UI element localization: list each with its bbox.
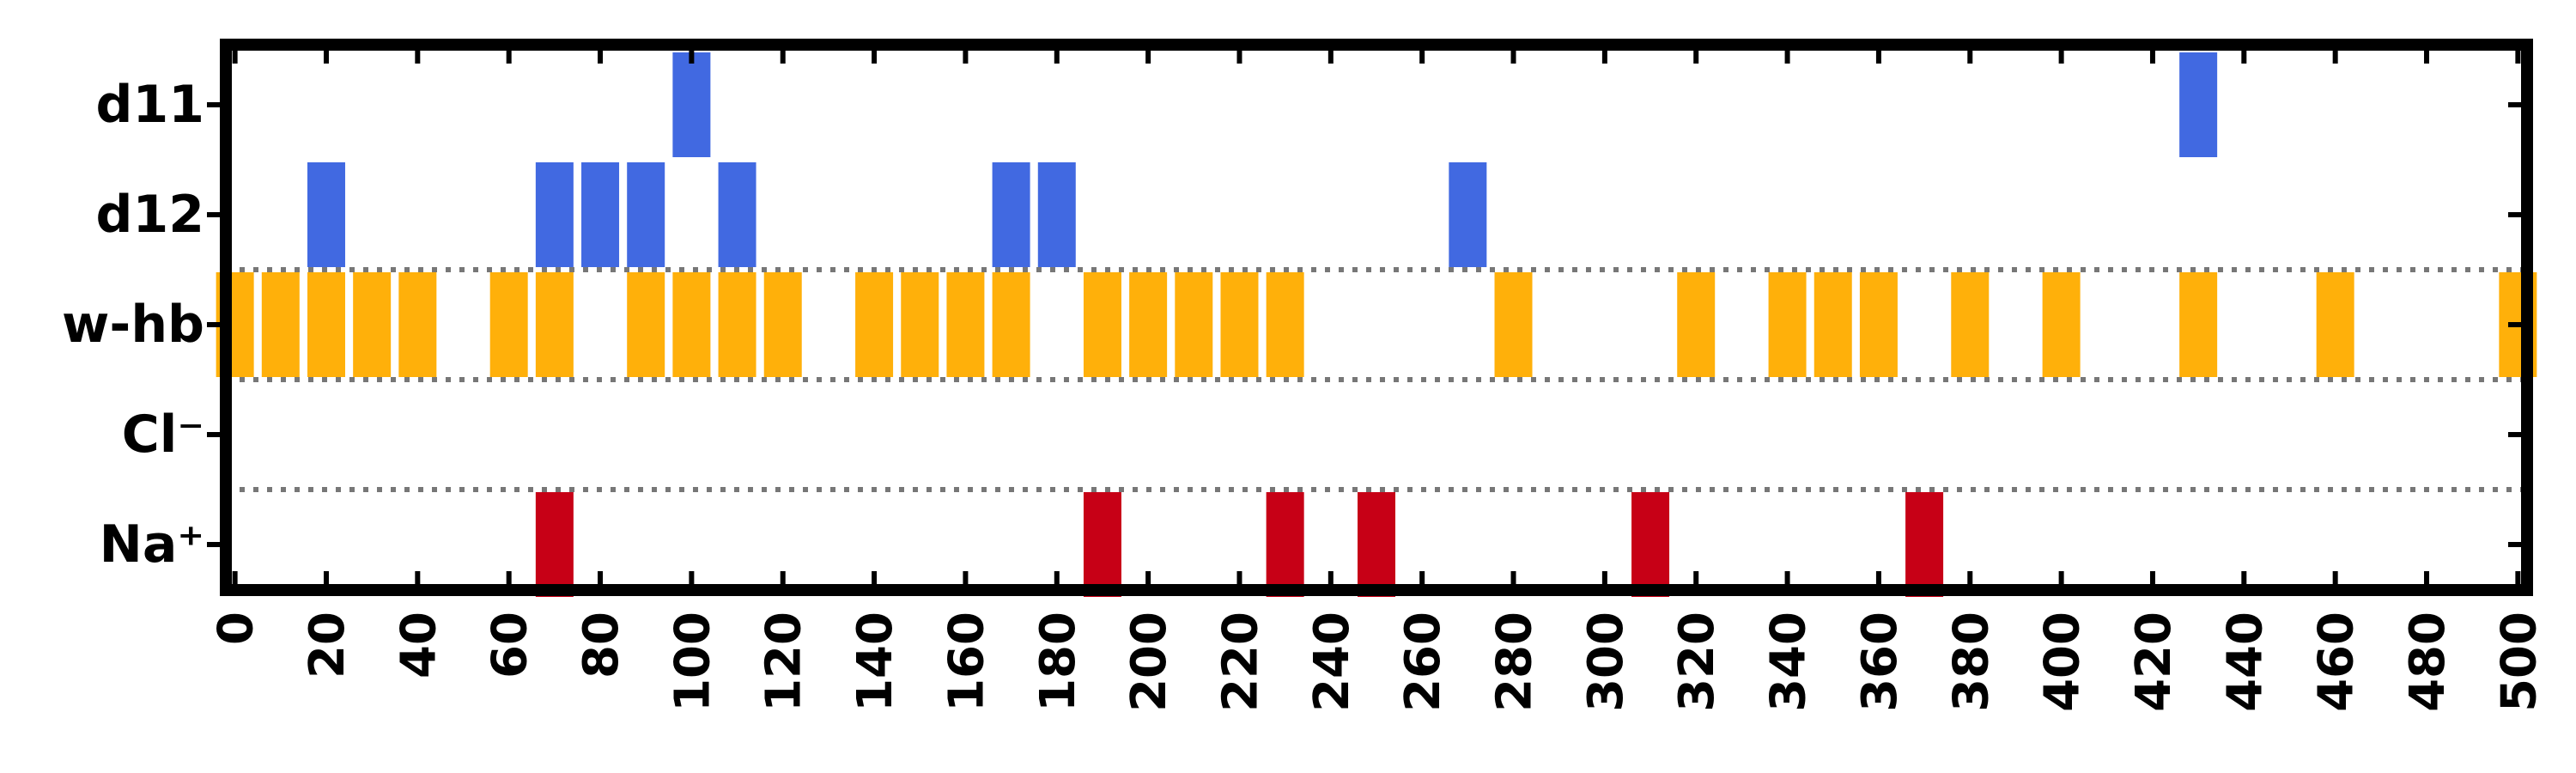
x-tick-label-22: 440 <box>2217 612 2273 712</box>
event-bar-2-17 <box>1175 272 1213 377</box>
event-bar-2-14 <box>992 272 1030 377</box>
y-axis-labels: d11 d12 w-hb Cl⁻ Na⁺ <box>62 75 204 575</box>
x-tick-label-8: 160 <box>939 612 994 712</box>
event-bar-1-7 <box>1449 162 1487 267</box>
y-label-0: d11 <box>96 75 204 135</box>
event-bar-1-5 <box>992 162 1030 267</box>
x-tick-label-15: 300 <box>1578 612 1634 712</box>
x-tick-label-18: 360 <box>1852 612 1908 712</box>
x-tick-label-5: 100 <box>665 612 720 712</box>
x-tick-label-14: 280 <box>1487 612 1543 712</box>
event-bar-0-0 <box>672 52 711 157</box>
event-bar-2-20 <box>1494 272 1533 377</box>
x-tick-label-19: 380 <box>1943 612 1999 712</box>
event-bar-2-27 <box>2179 272 2218 377</box>
event-bar-2-4 <box>398 272 437 377</box>
y-label-4: Na⁺ <box>100 514 204 575</box>
x-tick-label-0: 0 <box>209 612 264 645</box>
event-bar-1-3 <box>627 162 665 267</box>
y-label-1: d12 <box>96 185 204 245</box>
x-tick-label-25: 500 <box>2491 612 2547 712</box>
event-bar-2-24 <box>1859 272 1898 377</box>
x-tick-label-12: 240 <box>1304 612 1360 712</box>
event-bar-4-4 <box>1631 492 1670 597</box>
event-bar-2-23 <box>1814 272 1852 377</box>
event-bar-2-1 <box>261 272 300 377</box>
event-bar-1-0 <box>307 162 345 267</box>
x-tick-label-11: 220 <box>1212 612 1268 712</box>
event-bar-2-2 <box>307 272 345 377</box>
event-bar-1-1 <box>535 162 574 267</box>
x-tick-label-20: 400 <box>2035 612 2091 712</box>
event-bar-2-18 <box>1220 272 1259 377</box>
event-bar-2-8 <box>672 272 711 377</box>
x-tick-label-1: 20 <box>300 612 355 679</box>
event-bar-2-3 <box>353 272 392 377</box>
event-bar-2-21 <box>1677 272 1716 377</box>
event-bar-2-6 <box>535 272 574 377</box>
x-tick-label-17: 340 <box>1761 612 1817 712</box>
event-bar-2-9 <box>718 272 756 377</box>
x-tick-label-4: 80 <box>574 612 629 679</box>
event-bar-2-11 <box>855 272 894 377</box>
x-tick-label-13: 260 <box>1395 612 1451 712</box>
x-tick-label-21: 420 <box>2126 612 2182 712</box>
event-bar-2-10 <box>763 272 802 377</box>
y-label-3: Cl⁻ <box>122 405 204 465</box>
x-tick-label-16: 320 <box>1669 612 1725 712</box>
event-bar-2-16 <box>1129 272 1168 377</box>
event-bars <box>216 52 2537 597</box>
event-bar-2-26 <box>2042 272 2081 377</box>
event-bar-1-6 <box>1037 162 1076 267</box>
event-bar-4-3 <box>1358 492 1395 597</box>
x-tick-label-3: 60 <box>483 612 538 679</box>
event-bar-2-25 <box>1951 272 1990 377</box>
plot-frame <box>220 39 2533 596</box>
event-bar-0-1 <box>2179 52 2218 157</box>
event-bar-2-19 <box>1266 272 1304 377</box>
event-bar-2-13 <box>946 272 985 377</box>
x-tick-label-10: 200 <box>1121 612 1177 712</box>
event-bar-2-12 <box>901 272 939 377</box>
event-bar-2-7 <box>627 272 665 377</box>
event-bar-4-5 <box>1905 492 1944 597</box>
x-axis-tick-labels: 0 20 40 60 80 100 120 140 160 180 200 220 240 260 280 3… <box>209 612 2548 712</box>
x-tick-label-7: 140 <box>848 612 903 712</box>
event-bar-2-5 <box>489 272 528 377</box>
event-bar-2-15 <box>1083 272 1121 377</box>
event-bar-2-28 <box>2316 272 2354 377</box>
event-bar-1-2 <box>581 162 620 267</box>
event-bar-4-0 <box>535 492 574 597</box>
event-bar-4-2 <box>1266 492 1304 597</box>
x-tick-label-6: 120 <box>756 612 812 712</box>
x-tick-label-23: 460 <box>2309 612 2365 712</box>
x-tick-label-2: 40 <box>391 612 447 679</box>
event-bar-1-4 <box>718 162 756 267</box>
event-bar-4-1 <box>1083 492 1121 597</box>
x-tick-label-24: 480 <box>2400 612 2456 712</box>
event-bar-2-22 <box>1768 272 1807 377</box>
y-label-2: w-hb <box>62 295 204 355</box>
x-tick-label-9: 180 <box>1030 612 1086 712</box>
